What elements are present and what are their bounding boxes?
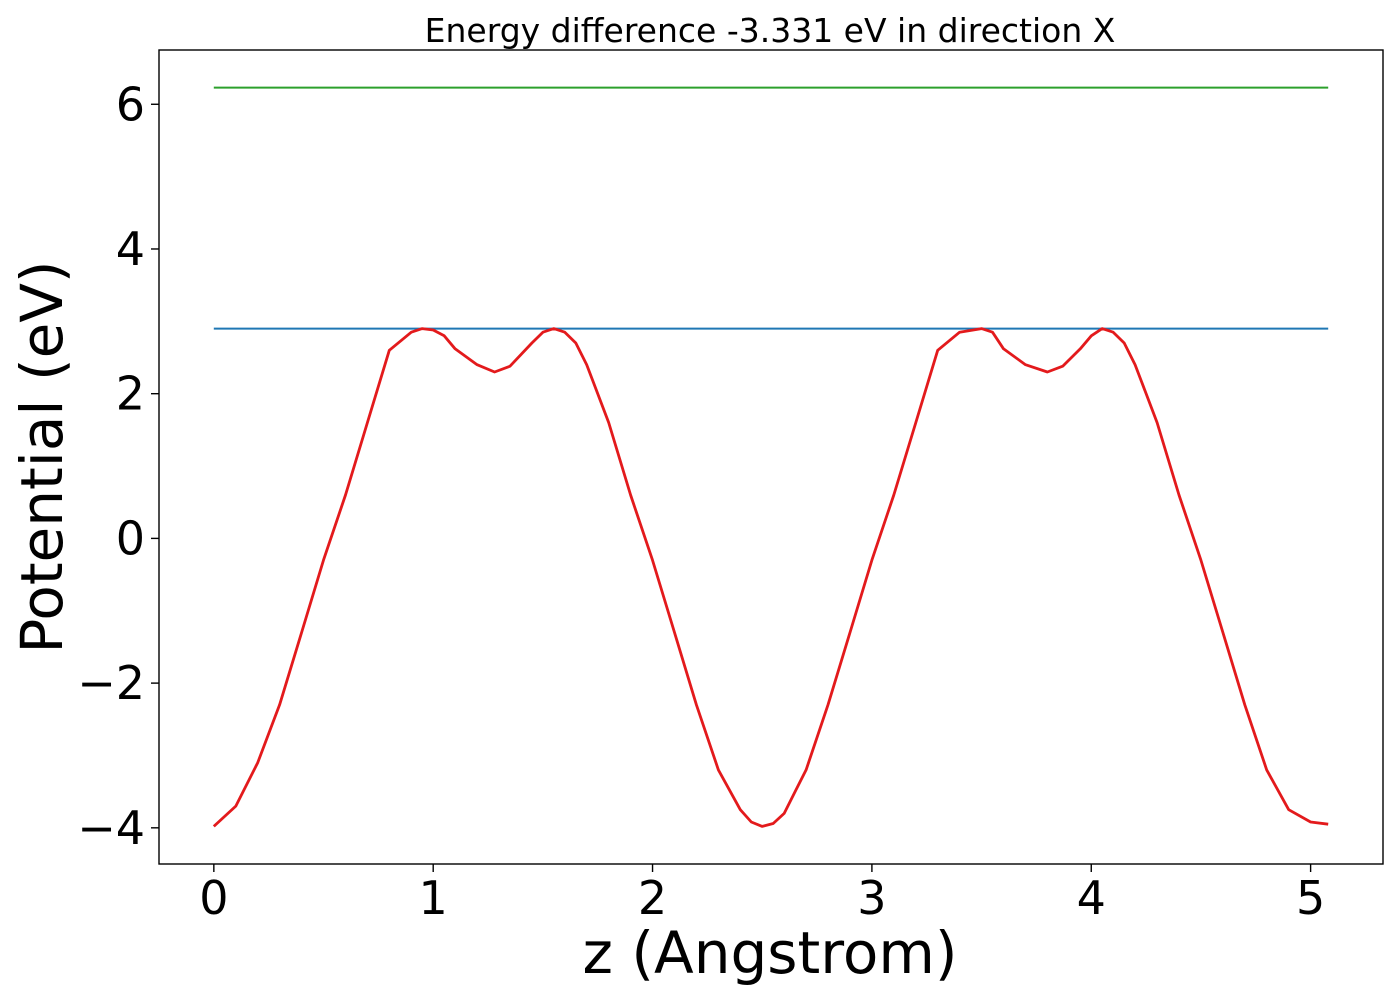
y-axis: −4 −2 0 2 4 6 [77,77,159,855]
y-tick-label: −2 [77,656,145,710]
x-tick-label: 0 [199,871,228,925]
x-tick-label: 5 [1296,871,1325,925]
y-tick-label: −4 [77,801,145,855]
x-tick-label: 1 [419,871,448,925]
y-tick-label: 0 [116,511,145,565]
series-line-3 [212,327,1329,828]
plot-area [212,86,1329,828]
x-axis-title: z (Angstrom) [583,919,958,987]
y-axis-title: Potential (eV) [8,260,76,653]
x-tick-label: 3 [857,871,886,925]
y-tick-label: 2 [116,367,145,421]
x-tick-label: 2 [638,871,667,925]
y-tick-label: 6 [116,77,145,131]
x-tick-label: 4 [1077,871,1106,925]
axes-frame [158,49,1384,865]
x-axis: 0 1 2 3 4 5 [199,864,1325,925]
y-tick-label: 4 [116,222,145,276]
chart-title: Energy difference -3.331 eV in direction… [425,11,1116,50]
